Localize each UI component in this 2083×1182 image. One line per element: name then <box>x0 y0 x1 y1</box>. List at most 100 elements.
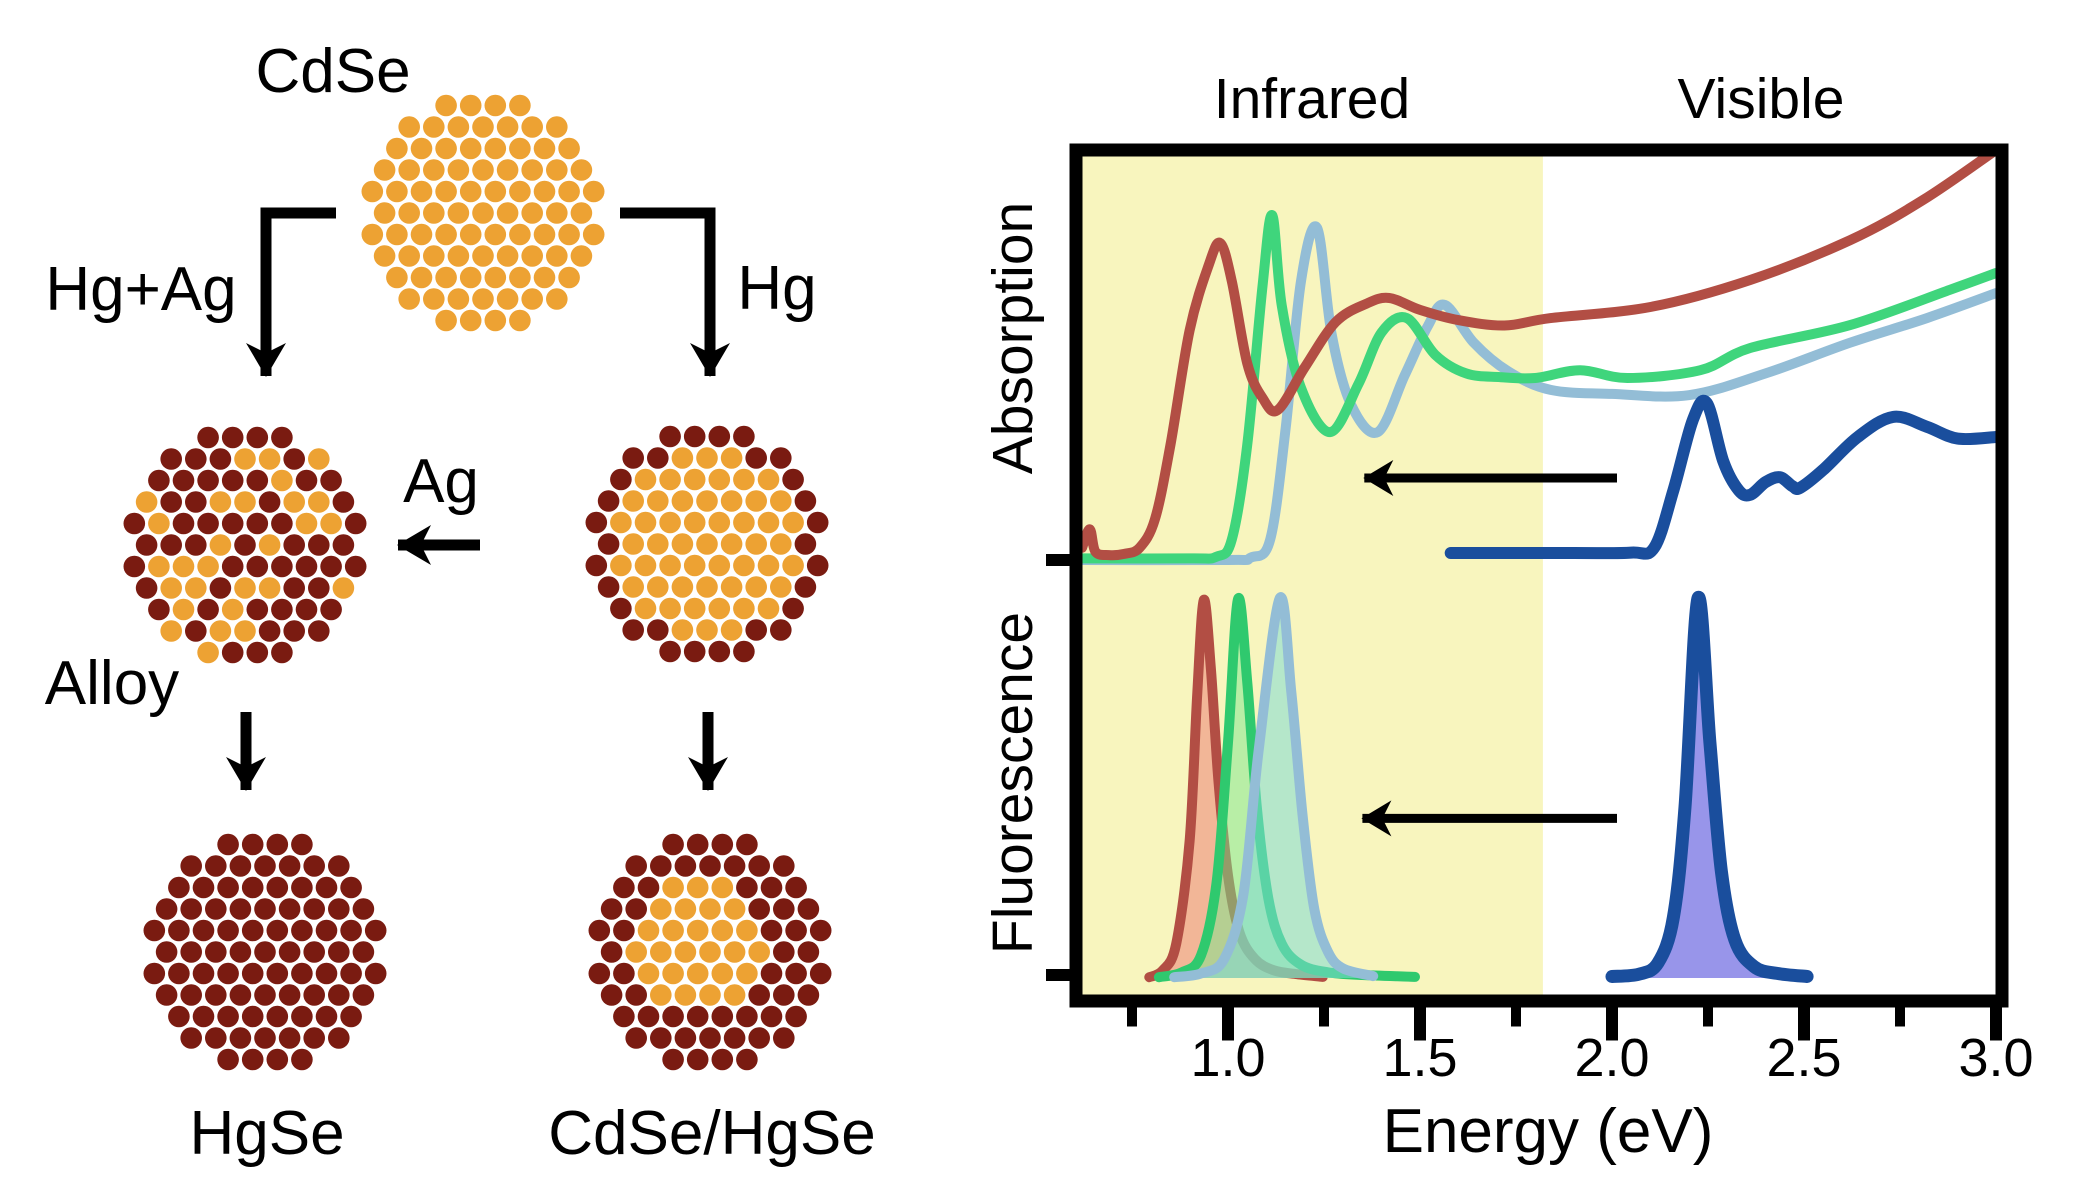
atom-dot <box>283 620 306 642</box>
atom-dot <box>315 876 338 899</box>
atom-dot <box>634 468 657 491</box>
atom-dot <box>246 641 269 664</box>
atom-dot <box>610 554 632 577</box>
atom-dot <box>570 159 593 181</box>
atom-dot <box>373 159 396 181</box>
atom-dot <box>217 1005 239 1028</box>
label-hg: Hg <box>737 254 816 323</box>
atom-dot <box>659 425 681 448</box>
atom-dot <box>600 898 623 920</box>
fluorescence-fill-hgse-fl-red <box>1149 599 1323 978</box>
atom-dot <box>585 554 608 577</box>
atom-dot <box>736 919 758 942</box>
atom-dot <box>770 533 792 555</box>
atom-dot <box>308 577 330 599</box>
atom-dot <box>246 469 269 492</box>
atom-dot <box>496 116 519 138</box>
atom-dot <box>809 919 832 942</box>
atom-dot <box>410 180 433 203</box>
atom-dot <box>459 137 482 160</box>
atom-dot <box>509 223 531 246</box>
label-hg-ag: Hg+Ag <box>45 255 236 324</box>
atom-dot <box>686 962 709 985</box>
atom-dot <box>613 876 635 899</box>
atom-dot <box>662 876 684 899</box>
atom-dot <box>696 619 718 641</box>
atom-dot <box>160 448 182 470</box>
atom-dot <box>266 962 289 985</box>
fluorescence-fill-hgse-fl-blue <box>1174 597 1374 978</box>
arrow-cdse-to-shell <box>620 207 730 377</box>
atom-dot <box>760 919 783 942</box>
atom-dot <box>266 1048 289 1071</box>
atom-dot <box>197 512 219 535</box>
atom-dot <box>234 448 256 470</box>
atom-dot <box>711 962 734 985</box>
atom-dot <box>278 984 301 1006</box>
atom-dot <box>745 490 767 512</box>
atom-dot <box>570 245 593 267</box>
atom-dot <box>723 941 746 963</box>
plot-area <box>1082 156 1996 983</box>
atom-dot <box>241 919 264 942</box>
atom-dot <box>197 641 219 664</box>
atom-dot <box>582 180 605 203</box>
atom-dot <box>254 898 276 920</box>
atom-dot <box>229 984 252 1006</box>
atom-dot <box>332 577 355 599</box>
atom-dot <box>720 447 743 469</box>
atom-dot <box>720 533 743 555</box>
atom-dot <box>708 597 731 620</box>
atom-dot <box>736 1048 758 1071</box>
cdse-hgse-core-shell-nanocrystal <box>588 833 832 1071</box>
atom-dot <box>266 876 289 899</box>
alloy-nanocrystal <box>123 426 367 664</box>
atom-dot <box>364 919 387 942</box>
atom-dot <box>760 876 783 899</box>
atom-dot <box>320 512 342 535</box>
x-axis-label: Energy (eV) <box>1383 1097 1714 1166</box>
atom-dot <box>148 512 170 535</box>
atom-dot <box>797 984 820 1006</box>
atom-dot <box>610 511 632 534</box>
atom-dot <box>683 640 706 663</box>
label-cdse: CdSe <box>255 37 410 106</box>
atom-dot <box>733 468 755 491</box>
atom-dot <box>683 468 706 491</box>
atom-dot <box>757 511 780 534</box>
atom-dot <box>205 1027 227 1049</box>
absorption-curve-cdse-visible <box>1444 394 1996 560</box>
atom-dot <box>708 425 731 448</box>
atom-dot <box>241 876 264 899</box>
atom-dot <box>459 180 482 203</box>
atom-dot <box>723 984 746 1006</box>
fluorescence-fill-hgse-fl-green <box>1158 597 1415 978</box>
atom-dot <box>699 855 721 877</box>
spectra-chart: 1.0 1.5 2.0 2.5 3.0 <box>1046 143 2034 1088</box>
atom-dot <box>266 1005 289 1028</box>
atom-dot <box>634 511 657 534</box>
absorption-curve-hgse-ir-green <box>1082 210 1996 564</box>
atom-dot <box>423 202 445 224</box>
atom-dot <box>160 577 182 599</box>
atom-dot <box>386 223 408 246</box>
atom-dot <box>696 576 718 598</box>
atom-dot <box>582 223 605 246</box>
atom-dot <box>234 620 256 642</box>
atom-dot <box>782 468 804 491</box>
atom-dot <box>558 137 580 160</box>
atom-dot <box>320 469 342 492</box>
atom-dot <box>155 941 178 963</box>
atom-dot <box>770 447 792 469</box>
label-alloy: Alloy <box>45 649 179 718</box>
atom-dot <box>205 941 227 963</box>
atom-dot <box>246 426 269 449</box>
atom-dot <box>328 855 350 877</box>
atom-dot <box>172 598 195 621</box>
atom-dot <box>283 534 306 556</box>
atom-dot <box>671 619 694 641</box>
atom-dot <box>647 533 669 555</box>
atom-dot <box>546 116 568 138</box>
atom-dot <box>496 159 519 181</box>
atom-dot <box>386 180 408 203</box>
